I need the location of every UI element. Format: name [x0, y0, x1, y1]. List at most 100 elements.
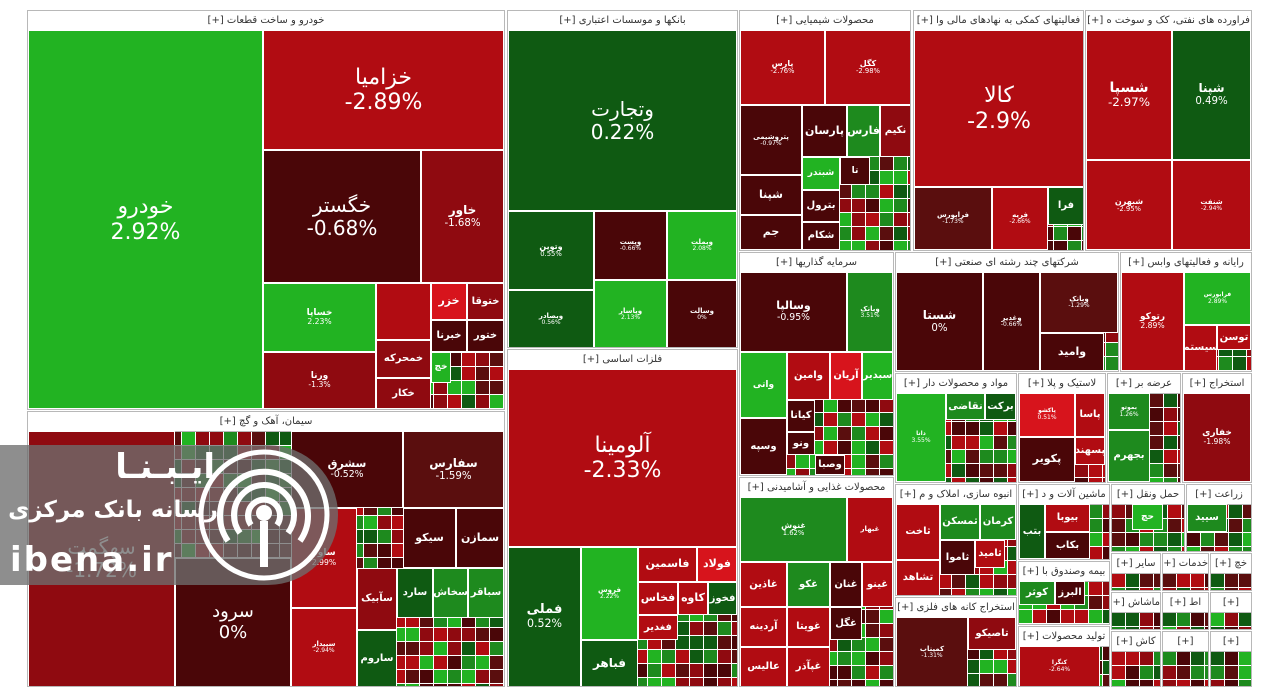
- stock-tile[interactable]: تا: [840, 157, 870, 185]
- stock-tile[interactable]: سارد: [397, 568, 433, 618]
- sector-6[interactable]: فراورده های نفتی، کک و سوخت ه [+] شسپا -2.…: [1085, 10, 1252, 251]
- sector-4[interactable]: محصولات شیمیایی [+] پارس -2.76% کگل -2.98% پت…: [739, 10, 911, 251]
- stock-tile[interactable]: وصبا: [815, 455, 845, 475]
- stock-tile[interactable]: بموتو 1.26%: [1108, 393, 1150, 430]
- sector-7[interactable]: سرمایه گذاریها [+] وسالپا -0.95% وبانک 3.51%…: [739, 252, 894, 476]
- sector-title[interactable]: حمل ونقل [+]: [1112, 485, 1184, 505]
- sector-22[interactable]: سایر [+]: [1111, 553, 1161, 591]
- stock-tile[interactable]: فولاد: [697, 547, 737, 582]
- sector-28[interactable]: کاش [+]: [1111, 631, 1161, 687]
- stock-tile[interactable]: پاسا: [1075, 393, 1105, 437]
- stock-tile[interactable]: سیید: [1187, 504, 1227, 532]
- stock-tile[interactable]: کرمان: [980, 504, 1016, 540]
- sector-title[interactable]: [+]: [1211, 632, 1251, 652]
- stock-tile[interactable]: خمحرکه: [376, 340, 431, 378]
- sector-29[interactable]: [+]: [1162, 631, 1209, 687]
- stock-tile[interactable]: عالیس: [740, 647, 787, 686]
- stock-tile[interactable]: وبانک -1.29%: [1040, 272, 1118, 333]
- sector-title[interactable]: ماشاش [+]: [1112, 593, 1160, 613]
- stock-tile[interactable]: بیوبا: [1045, 504, 1090, 532]
- stock-tile[interactable]: شکام: [802, 222, 840, 250]
- sector-title[interactable]: مواد و محصولات دار [+]: [896, 374, 1016, 394]
- sector-30[interactable]: [+]: [1210, 631, 1252, 687]
- stock-tile[interactable]: شسپا -2.97%: [1086, 30, 1172, 160]
- stock-tile[interactable]: خاور -1.68%: [421, 150, 504, 283]
- sector-2[interactable]: بانکها و موسسات اعتباری [+] وتجارت 0.22% وت…: [507, 10, 738, 348]
- stock-tile[interactable]: نقاضی: [946, 393, 985, 420]
- sector-title[interactable]: [+]: [1211, 593, 1251, 613]
- stock-tile[interactable]: غنان: [830, 562, 862, 607]
- stock-tile[interactable]: پارس -2.76%: [740, 30, 825, 105]
- stock-tile[interactable]: فرابورس 2.89%: [1184, 272, 1251, 325]
- stock-tile[interactable]: توسن: [1217, 325, 1251, 350]
- stock-tile[interactable]: وبصادر 0.56%: [508, 290, 594, 347]
- stock-tile[interactable]: سخاش: [433, 568, 468, 618]
- stock-tile[interactable]: فارس: [847, 105, 880, 157]
- stock-tile[interactable]: دانا 3.55%: [896, 393, 946, 482]
- stock-tile[interactable]: [376, 283, 431, 340]
- stock-tile[interactable]: فروس 2.22%: [581, 547, 638, 640]
- stock-tile[interactable]: ختور: [467, 320, 504, 352]
- sector-title[interactable]: خودرو و ساخت قطعات [+]: [28, 11, 504, 31]
- sector-21[interactable]: زراعت [+]سیمرغسیید: [1186, 484, 1252, 552]
- sector-title[interactable]: لاستیک و پلا [+]: [1019, 374, 1105, 394]
- stock-tile[interactable]: فغدیر: [638, 615, 678, 640]
- stock-tile[interactable]: کوثر: [1019, 581, 1055, 605]
- sector-title[interactable]: انبوه سازی، املاک و م [+]: [896, 485, 1016, 505]
- sector-0[interactable]: خودرو و ساخت قطعات [+] خودرو 2.92% خزامیا -2…: [27, 10, 505, 410]
- stock-tile[interactable]: وامید: [1040, 333, 1104, 371]
- stock-tile[interactable]: سبدیر: [862, 352, 893, 400]
- stock-tile[interactable]: غکو: [787, 562, 830, 607]
- stock-tile[interactable]: وسپه: [740, 418, 787, 475]
- stock-tile[interactable]: فرابورس -1.73%: [914, 187, 992, 250]
- stock-tile[interactable]: وبانک 3.51%: [847, 272, 893, 352]
- stock-tile[interactable]: فرا: [1048, 187, 1083, 225]
- stock-tile[interactable]: ورنا -1.3%: [263, 352, 376, 409]
- stock-tile[interactable]: سیکو: [403, 508, 456, 568]
- stock-tile[interactable]: خودرو 2.92%: [28, 30, 263, 409]
- stock-tile[interactable]: سپیدار -2.94%: [291, 608, 357, 686]
- sector-11[interactable]: لاستیک و پلا [+] پاسا پسهند پکویر پاکشو 0.51%: [1018, 373, 1106, 483]
- sector-14[interactable]: محصولات غذایی و آشامیدنی [+] غنوش 1.62% غبه…: [739, 477, 894, 687]
- stock-tile[interactable]: غنوش 1.62%: [740, 497, 847, 562]
- stock-tile[interactable]: پاکشو 0.51%: [1019, 393, 1075, 437]
- stock-tile[interactable]: حچ: [1132, 504, 1163, 530]
- stock-tile[interactable]: غاذین: [740, 562, 787, 607]
- sector-5[interactable]: فعالیتهای کمکی به نهادهای مالی وا [+] کال…: [913, 10, 1084, 251]
- sector-title[interactable]: رایانه و فعالیتهای وابس [+]: [1121, 253, 1251, 273]
- sector-12[interactable]: عرضه بر [+] بجهرم بموتو 1.26%: [1107, 373, 1181, 483]
- stock-tile[interactable]: سباقر: [468, 568, 504, 618]
- stock-tile[interactable]: وپاسار 2.13%: [594, 280, 667, 347]
- sector-15[interactable]: انبوه سازی، املاک و م [+]ثاختثعمراتشاهدث…: [895, 484, 1017, 596]
- stock-tile[interactable]: شبهرن -2.95%: [1086, 160, 1172, 250]
- sector-title[interactable]: شرکتهای چند رشته ای صنعتی [+]: [896, 253, 1118, 273]
- stock-tile[interactable]: غپآذر: [787, 647, 830, 686]
- sector-9[interactable]: رایانه و فعالیتهای وابس [+] رتوکو 2.89% فرا…: [1120, 252, 1252, 372]
- stock-tile[interactable]: شبندر: [802, 157, 840, 190]
- stock-tile[interactable]: آریان: [830, 352, 862, 400]
- stock-tile[interactable]: بترول: [802, 190, 840, 222]
- stock-tile[interactable]: کنگرا -2.64%: [1019, 646, 1100, 686]
- stock-tile[interactable]: سیستم: [1184, 325, 1217, 371]
- stock-tile[interactable]: جم: [740, 215, 802, 250]
- stock-tile[interactable]: تشاهد: [896, 560, 940, 595]
- stock-tile[interactable]: غویتا: [787, 607, 830, 647]
- stock-tile[interactable]: پتروشیمی -0.97%: [740, 105, 802, 175]
- stock-tile[interactable]: کمیناب -1.31%: [896, 617, 968, 686]
- sector-20[interactable]: حمل ونقل [+] حچ: [1111, 484, 1185, 552]
- stock-tile[interactable]: کگل -2.98%: [825, 30, 910, 105]
- sector-title[interactable]: سیمان، آهک و گچ [+]: [28, 412, 504, 432]
- stock-tile[interactable]: خفاری -1.98%: [1183, 393, 1251, 482]
- stock-tile[interactable]: فخاس: [638, 582, 678, 615]
- stock-tile[interactable]: وتوین 0.55%: [508, 211, 594, 290]
- stock-tile[interactable]: شستا 0%: [896, 272, 983, 371]
- stock-tile[interactable]: فاسمین: [638, 547, 697, 582]
- stock-tile[interactable]: رتوکو 2.89%: [1121, 272, 1184, 371]
- stock-tile[interactable]: فملی 0.52%: [508, 547, 581, 686]
- stock-tile[interactable]: ثمسکن: [940, 504, 980, 540]
- stock-tile[interactable]: خساپا 2.23%: [263, 283, 376, 352]
- stock-tile[interactable]: وسالپا -0.95%: [740, 272, 847, 352]
- sector-title[interactable]: استخراج کانه های فلزی [+]: [896, 598, 1016, 618]
- stock-tile[interactable]: شپنا: [740, 175, 802, 215]
- stock-tile[interactable]: خبرنا: [431, 320, 467, 352]
